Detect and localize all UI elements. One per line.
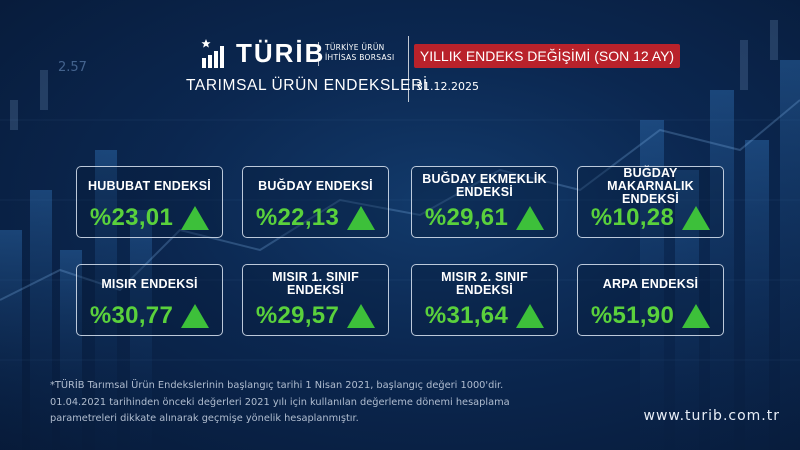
index-card-arpa: ARPA ENDEKSİ %51,90 bbox=[577, 264, 724, 336]
index-card-misir: MISIR ENDEKSİ %30,77 bbox=[76, 264, 223, 336]
card-value: %31,64 bbox=[424, 302, 509, 329]
up-arrow-icon bbox=[181, 206, 210, 230]
up-arrow-icon bbox=[181, 304, 210, 328]
index-card-hububat: HUBUBAT ENDEKSİ %23,01 bbox=[76, 166, 223, 238]
footnote: *TÜRİB Tarımsal Ürün Endekslerinin başla… bbox=[50, 378, 510, 428]
card-title: BUĞDAY MAKARNALIK ENDEKSİ bbox=[607, 165, 694, 206]
card-title: ARPA ENDEKSİ bbox=[602, 276, 699, 291]
up-arrow-icon bbox=[516, 304, 545, 328]
background-ghost-number: 2.57 bbox=[58, 60, 87, 75]
index-title: TARIMSAL ÜRÜN ENDEKSLERİ bbox=[186, 77, 428, 94]
index-card-bugday: BUĞDAY ENDEKSİ %22,13 bbox=[242, 166, 389, 238]
turib-logo-icon bbox=[201, 39, 224, 68]
up-arrow-icon bbox=[516, 206, 545, 230]
card-title: HUBUBAT ENDEKSİ bbox=[88, 178, 211, 193]
report-date: 31.12.2025 bbox=[416, 80, 479, 93]
index-card-bugday-makarnalik: BUĞDAY MAKARNALIK ENDEKSİ %10,28 bbox=[577, 166, 724, 238]
card-title: MISIR ENDEKSİ bbox=[101, 276, 198, 291]
footnote-line3: parametreleri dikkate alınarak geçmişe y… bbox=[50, 413, 359, 424]
card-title: BUĞDAY ENDEKSİ bbox=[258, 178, 373, 193]
card-value: %29,61 bbox=[424, 204, 509, 231]
card-value: %10,28 bbox=[590, 204, 675, 231]
card-value: %22,13 bbox=[255, 204, 340, 231]
brand-name: TÜRİB bbox=[236, 38, 326, 68]
up-arrow-icon bbox=[347, 304, 376, 328]
website-link[interactable]: www.turib.com.tr bbox=[643, 408, 780, 424]
index-card-misir-2-sinif: MISIR 2. SINIF ENDEKSİ %31,64 bbox=[411, 264, 558, 336]
footnote-line2: 01.04.2021 tarihinden önceki değerleri 2… bbox=[50, 396, 510, 408]
card-title: BUĞDAY EKMEKLİK ENDEKSİ bbox=[422, 172, 547, 199]
period-banner: YILLIK ENDEKS DEĞİŞİMİ (SON 12 AY) bbox=[414, 44, 680, 68]
brand-subtitle-line1: TÜRKİYE ÜRÜN bbox=[325, 43, 385, 52]
index-card-misir-1-sinif: MISIR 1. SINIF ENDEKSİ %29,57 bbox=[242, 264, 389, 336]
card-value: %23,01 bbox=[89, 204, 174, 231]
card-value: %29,57 bbox=[255, 302, 340, 329]
card-value: %30,77 bbox=[89, 302, 174, 329]
brand-subtitle-line2: İHTİSAS BORSASI bbox=[325, 53, 395, 62]
brand-divider bbox=[318, 42, 319, 66]
card-title: MISIR 2. SINIF ENDEKSİ bbox=[441, 270, 528, 297]
up-arrow-icon bbox=[682, 206, 711, 230]
up-arrow-icon bbox=[682, 304, 711, 328]
header-divider bbox=[408, 36, 409, 102]
card-value: %51,90 bbox=[590, 302, 675, 329]
up-arrow-icon bbox=[347, 206, 376, 230]
index-card-bugday-ekmeklik: BUĞDAY EKMEKLİK ENDEKSİ %29,61 bbox=[411, 166, 558, 238]
brand-subtitle: TÜRKİYE ÜRÜN İHTİSAS BORSASI bbox=[325, 43, 394, 63]
card-title: MISIR 1. SINIF ENDEKSİ bbox=[272, 270, 359, 297]
footnote-line1: *TÜRİB Tarımsal Ürün Endekslerinin başla… bbox=[50, 380, 504, 391]
